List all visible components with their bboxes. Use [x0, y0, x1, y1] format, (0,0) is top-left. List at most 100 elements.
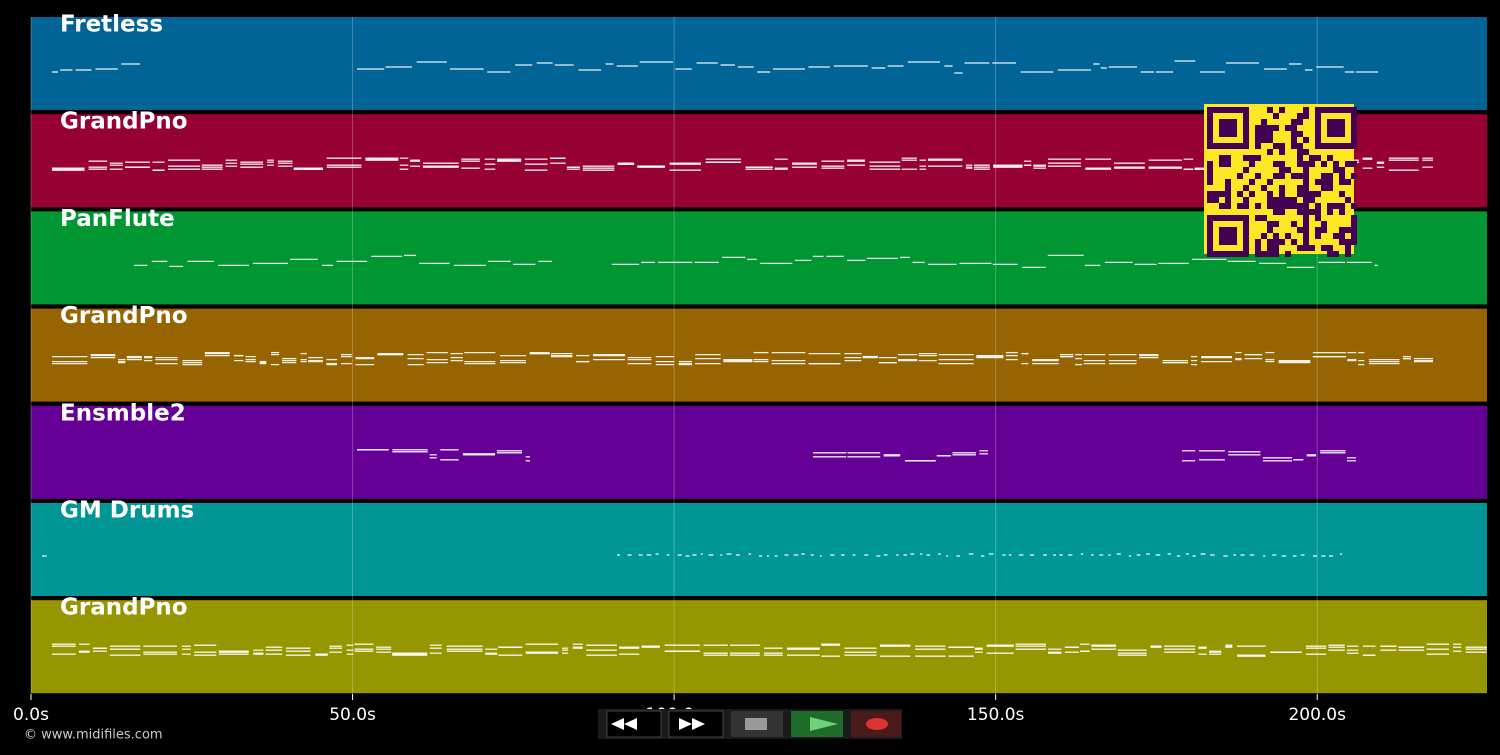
qr-cell: [1273, 209, 1279, 215]
qr-cell: [1321, 221, 1327, 227]
qr-cell: [1303, 233, 1309, 239]
qr-cell: [1279, 239, 1285, 245]
qr-cell: [1213, 143, 1219, 149]
qr-cell: [1327, 173, 1333, 179]
qr-cell: [1351, 239, 1357, 245]
qr-cell: [1345, 107, 1351, 113]
qr-cell: [1303, 221, 1309, 227]
qr-cell: [1207, 239, 1213, 245]
qr-cell: [1207, 167, 1213, 173]
qr-cell: [1309, 209, 1315, 215]
qr-cell: [1291, 137, 1297, 143]
qr-cell: [1297, 119, 1303, 125]
qr-cell: [1261, 131, 1267, 137]
qr-cell: [1297, 185, 1303, 191]
icon: [745, 718, 767, 730]
qr-cell: [1285, 197, 1291, 203]
qr-cell: [1267, 221, 1273, 227]
track-name: Fretless: [60, 12, 163, 38]
qr-cell: [1339, 173, 1345, 179]
icon: [810, 717, 838, 731]
qr-cell: [1267, 197, 1273, 203]
qr-cell: [1219, 203, 1225, 209]
qr-cell: [1351, 119, 1357, 125]
qr-cell: [1267, 251, 1273, 257]
qr-cell: [1207, 197, 1213, 203]
qr-cell: [1303, 245, 1309, 251]
qr-cell: [1219, 161, 1225, 167]
qr-cell: [1237, 107, 1243, 113]
qr-cell: [1261, 119, 1267, 125]
qr-cell: [1231, 125, 1237, 131]
qr-cell: [1345, 251, 1351, 257]
qr-cell: [1207, 227, 1213, 233]
qr-cell: [1255, 131, 1261, 137]
qr-cell: [1297, 161, 1303, 167]
qr-cell: [1243, 107, 1249, 113]
qr-cell: [1333, 251, 1339, 257]
qr-cell: [1243, 167, 1249, 173]
track-name: GrandPno: [60, 595, 188, 621]
qr-cell: [1327, 209, 1333, 215]
qr-cell: [1345, 239, 1351, 245]
qr-cell: [1243, 113, 1249, 119]
rewind-button[interactable]: [606, 710, 662, 738]
qr-cell: [1327, 119, 1333, 125]
qr-cell: [1255, 137, 1261, 143]
qr-cell: [1207, 113, 1213, 119]
qr-cell: [1225, 239, 1231, 245]
qr-cell: [1297, 149, 1303, 155]
qr-cell: [1207, 173, 1213, 179]
qr-cell: [1243, 245, 1249, 251]
qr-cell: [1285, 251, 1291, 257]
qr-cell: [1243, 239, 1249, 245]
qr-cell: [1279, 161, 1285, 167]
qr-cell: [1225, 119, 1231, 125]
qr-cell: [1291, 197, 1297, 203]
qr-cell: [1261, 125, 1267, 131]
qr-cell: [1213, 191, 1219, 197]
qr-cell: [1285, 233, 1291, 239]
qr-cell: [1225, 185, 1231, 191]
qr-cell: [1219, 107, 1225, 113]
qr-cell: [1303, 167, 1309, 173]
qr-cell: [1219, 239, 1225, 245]
qr-cell: [1213, 251, 1219, 257]
qr-cell: [1315, 119, 1321, 125]
qr-cell: [1303, 173, 1309, 179]
qr-cell: [1231, 143, 1237, 149]
qr-cell: [1255, 245, 1261, 251]
qr-cell: [1225, 155, 1231, 161]
play-button[interactable]: [791, 711, 843, 737]
stop-button[interactable]: [731, 711, 783, 737]
qr-cell: [1339, 203, 1345, 209]
qr-cell: [1231, 215, 1237, 221]
qr-cell: [1303, 209, 1309, 215]
qr-cell: [1219, 233, 1225, 239]
qr-cell: [1243, 137, 1249, 143]
qr-cell: [1327, 107, 1333, 113]
qr-cell: [1303, 191, 1309, 197]
record-button[interactable]: [851, 711, 901, 737]
qr-cell: [1327, 251, 1333, 257]
qr-cell: [1279, 143, 1285, 149]
qr-cell: [1309, 197, 1315, 203]
qr-cell: [1243, 197, 1249, 203]
qr-cell: [1225, 233, 1231, 239]
qr-cell: [1219, 155, 1225, 161]
qr-cell: [1309, 245, 1315, 251]
qr-cell: [1219, 251, 1225, 257]
qr-cell: [1339, 239, 1345, 245]
qr-cell: [1297, 131, 1303, 137]
qr-cell: [1207, 191, 1213, 197]
qr-cell: [1207, 125, 1213, 131]
qr-cell: [1207, 137, 1213, 143]
icon: [692, 718, 705, 730]
qr-cell: [1225, 161, 1231, 167]
qr-cell: [1315, 155, 1321, 161]
qr-cell: [1261, 137, 1267, 143]
forward-button[interactable]: [668, 710, 724, 738]
icon: [611, 718, 624, 730]
qr-cell: [1315, 233, 1321, 239]
track-band: [31, 308, 1487, 402]
